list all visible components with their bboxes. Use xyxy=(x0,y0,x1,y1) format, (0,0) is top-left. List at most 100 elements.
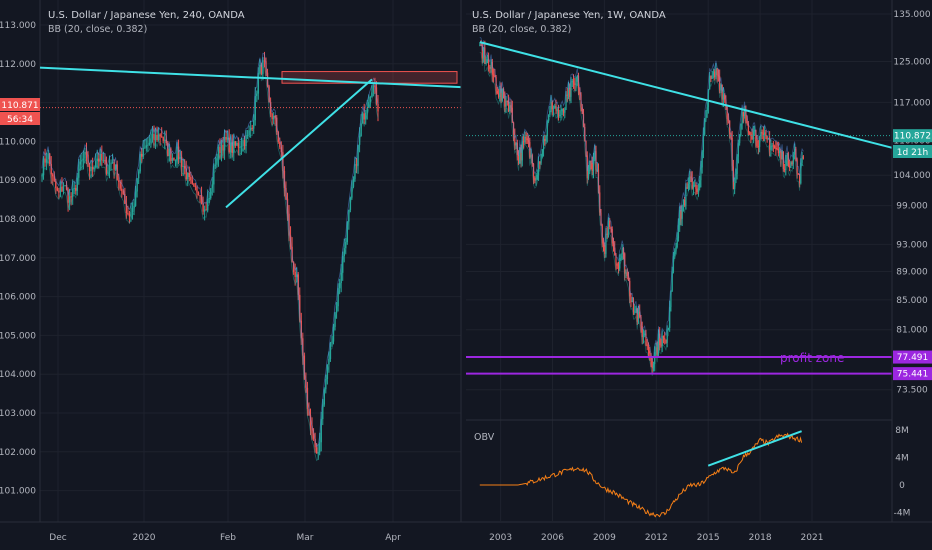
right-candle-body xyxy=(745,109,747,122)
left-candle-body xyxy=(180,156,183,167)
right-candle-body xyxy=(516,143,518,155)
left-candle-body xyxy=(239,147,241,149)
right-candle-body xyxy=(574,83,576,85)
right-candle-body xyxy=(580,94,582,108)
right-x-tick-6: 2021 xyxy=(801,533,824,543)
left-candle-body xyxy=(182,165,184,167)
right-annotations xyxy=(466,41,893,375)
left-candle-body xyxy=(226,137,229,140)
left-candle-body xyxy=(311,425,313,434)
left-candle-body xyxy=(75,188,77,191)
right-candle-body xyxy=(570,82,572,97)
right-candle-body xyxy=(761,131,763,134)
right-candle-body xyxy=(789,165,791,168)
right-candle-body xyxy=(796,159,798,174)
right-candle-body xyxy=(534,177,536,181)
left-candle-body xyxy=(214,164,217,166)
right-candle-body xyxy=(699,180,701,189)
right-candle-body xyxy=(564,109,566,113)
right-candle-body xyxy=(797,173,799,175)
right-candle-body xyxy=(479,44,481,46)
right-candle-body xyxy=(616,264,618,266)
right-candle-body xyxy=(565,94,567,110)
right-candle-body xyxy=(727,119,730,121)
right-y-tick-1: 125.000 xyxy=(893,58,930,68)
left-candle-body xyxy=(246,135,249,137)
right-candle-body xyxy=(562,108,565,113)
right-candle-body xyxy=(595,151,597,171)
left-candle-body xyxy=(162,137,164,141)
left-x-axis[interactable]: Dec 2020 Feb Mar Apr xyxy=(49,533,401,543)
left-candle-body xyxy=(133,205,135,208)
right-candle-body xyxy=(575,81,577,85)
right-candle-body xyxy=(672,256,675,272)
right-price-badge: 110.872 xyxy=(893,129,932,143)
right-candle-body xyxy=(501,89,503,101)
left-candle-body xyxy=(259,64,261,73)
right-candle-body xyxy=(779,150,781,154)
left-price-badge: 110.871 xyxy=(0,98,40,111)
left-candle-body xyxy=(121,188,123,191)
left-annotations xyxy=(39,66,462,209)
left-candle-body xyxy=(237,143,240,148)
right-candle-body xyxy=(706,107,708,111)
right-candle-body xyxy=(532,164,535,178)
left-candle-body xyxy=(188,172,190,178)
left-candle-body xyxy=(314,438,316,448)
right-y-tick-5: 99.000 xyxy=(896,202,928,212)
left-y-tick-3: 110.000 xyxy=(0,137,36,147)
right-candle-body xyxy=(521,141,523,161)
right-candle-body xyxy=(561,108,563,112)
left-candle-body xyxy=(231,142,233,153)
level-badge-upper-text: 77.491 xyxy=(897,353,929,363)
right-candle-body xyxy=(707,89,710,108)
level-badge-lower-text: 75.441 xyxy=(897,370,929,380)
left-candle-body xyxy=(64,185,66,187)
right-candle-body xyxy=(490,61,492,69)
left-candle-body xyxy=(315,447,318,454)
right-candle-body xyxy=(794,148,796,155)
right-candle-body xyxy=(499,88,501,97)
right-candle-body xyxy=(590,160,592,163)
left-x-tick-2: Feb xyxy=(220,533,236,543)
right-candle-body xyxy=(542,138,545,150)
left-candle-body xyxy=(130,212,132,217)
right-candle-body xyxy=(756,140,758,146)
right-candle-body xyxy=(520,147,522,161)
right-candle-body xyxy=(514,134,516,146)
left-candle-body xyxy=(234,141,237,146)
right-candle-body xyxy=(716,68,718,76)
left-candle-body xyxy=(245,135,247,147)
right-x-tick-4: 2015 xyxy=(697,533,720,543)
left-candle-body xyxy=(102,160,105,162)
left-candle-body xyxy=(167,142,169,157)
right-candle-body xyxy=(667,327,670,330)
right-candle-body xyxy=(610,226,612,230)
right-candle-body xyxy=(531,155,533,165)
right-candle-body xyxy=(744,109,746,117)
left-candle-body xyxy=(256,93,258,97)
right-candle-body xyxy=(497,93,500,97)
left-candle-body xyxy=(144,147,146,149)
obv-y-tick-1: 4M xyxy=(895,453,909,463)
left-candle-body xyxy=(202,204,204,212)
left-y-tick-6: 107.000 xyxy=(0,254,36,264)
left-candle-body xyxy=(317,452,319,454)
right-candle-body xyxy=(742,112,744,117)
right-candle-body xyxy=(597,169,600,193)
right-candle-body xyxy=(550,102,552,111)
right-candle-body xyxy=(617,264,620,269)
right-candle-body xyxy=(489,66,491,69)
right-candle-body xyxy=(664,338,666,340)
left-candle-body xyxy=(179,156,181,160)
right-candle-body xyxy=(750,133,752,136)
right-x-axis[interactable]: 2003 2006 2009 2012 2015 2018 2021 xyxy=(489,533,823,543)
obv-pane[interactable]: 8M 4M 0 -4M OBV xyxy=(474,426,910,519)
left-candle-body xyxy=(210,188,212,199)
right-chart-title: U.S. Dollar / Japanese Yen, 1W, OANDA xyxy=(472,10,666,21)
right-chart-panel[interactable]: 135.000125.000117.000110.000104.00099.00… xyxy=(466,0,932,543)
left-candle-body xyxy=(220,144,223,153)
right-candle-body xyxy=(791,162,793,164)
left-candle-body xyxy=(236,143,238,146)
